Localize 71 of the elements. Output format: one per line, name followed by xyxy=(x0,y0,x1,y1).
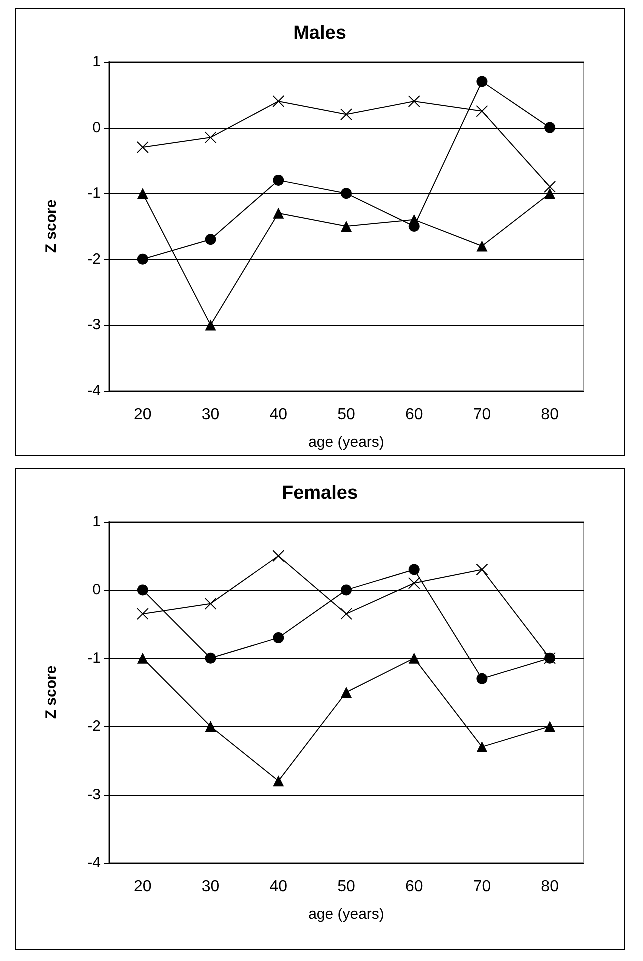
point xyxy=(137,584,148,596)
point xyxy=(476,240,488,252)
y-tick-label: 0 xyxy=(92,582,101,599)
point xyxy=(205,721,216,732)
x-tick-label: 40 xyxy=(270,406,288,424)
point xyxy=(476,76,488,88)
point xyxy=(272,550,285,562)
point xyxy=(544,181,556,194)
point xyxy=(205,234,216,246)
y-axis-title: Z score xyxy=(43,666,60,720)
point xyxy=(273,632,284,644)
point xyxy=(341,188,352,200)
x-tick-label: 30 xyxy=(202,406,220,424)
x-tick-label: 80 xyxy=(541,406,560,424)
chart-title: Males xyxy=(294,23,346,44)
point xyxy=(272,95,285,108)
x-tick-label: 60 xyxy=(405,406,424,424)
x-tick-label: 70 xyxy=(473,406,492,424)
point xyxy=(408,652,420,664)
point xyxy=(137,254,148,265)
point xyxy=(204,598,217,610)
point xyxy=(205,320,216,331)
point xyxy=(544,188,556,200)
y-tick-label: -3 xyxy=(88,316,101,334)
point xyxy=(273,208,284,219)
point xyxy=(476,564,488,576)
x-tick-label: 50 xyxy=(338,878,356,896)
point xyxy=(341,687,352,698)
x-tick-label: 50 xyxy=(338,406,356,424)
point xyxy=(408,564,420,576)
point xyxy=(476,105,488,118)
x-tick-label: 60 xyxy=(405,878,424,896)
y-tick-label: -4 xyxy=(88,382,101,400)
x-tick-label: 40 xyxy=(270,878,288,896)
point xyxy=(341,221,352,232)
point xyxy=(204,132,217,144)
point xyxy=(273,776,284,787)
point xyxy=(476,673,488,684)
point xyxy=(137,188,148,200)
point xyxy=(544,122,556,134)
y-tick-label: -2 xyxy=(88,250,101,268)
chart-title: Females xyxy=(282,483,358,504)
point xyxy=(136,608,149,620)
y-tick-label: 1 xyxy=(92,514,101,530)
x-tick-label: 30 xyxy=(202,878,220,896)
point xyxy=(408,95,420,108)
point xyxy=(340,108,352,121)
x-tick-label: 80 xyxy=(541,878,560,896)
point xyxy=(137,652,148,664)
x-axis-title: age (years) xyxy=(308,434,384,451)
y-axis-title: Z score xyxy=(43,200,60,254)
y-tick-label: -1 xyxy=(88,185,101,202)
x-axis-title: age (years) xyxy=(308,906,384,923)
y-tick-label: 1 xyxy=(92,54,101,70)
point xyxy=(273,174,284,186)
y-tick-label: 0 xyxy=(92,119,101,136)
point xyxy=(341,584,352,596)
y-tick-label: -4 xyxy=(88,854,101,872)
x-tick-label: 20 xyxy=(134,878,152,896)
y-tick-label: -1 xyxy=(88,650,101,667)
y-tick-label: -2 xyxy=(88,718,101,736)
x-tick-label: 70 xyxy=(473,878,492,896)
point xyxy=(340,608,352,620)
point xyxy=(408,214,420,226)
point xyxy=(544,721,556,732)
point xyxy=(136,142,149,154)
y-tick-label: -3 xyxy=(88,786,101,804)
point xyxy=(205,652,216,664)
x-tick-label: 20 xyxy=(134,406,152,424)
point xyxy=(408,577,420,590)
point xyxy=(476,742,488,753)
